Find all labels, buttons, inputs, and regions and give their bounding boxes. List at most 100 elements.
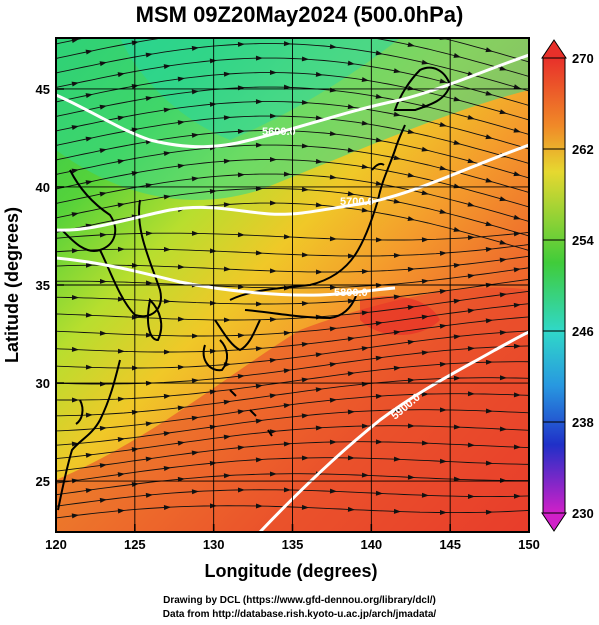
streamline-arrow: [145, 280, 153, 286]
streamline-arrow: [85, 49, 93, 55]
streamline-arrow: [347, 104, 355, 110]
streamline-arrow: [99, 463, 107, 469]
streamline-arrow: [301, 300, 309, 306]
streamline-arrow: [163, 505, 171, 510]
streamline-arrow: [237, 128, 245, 134]
streamline-arrow: [237, 232, 245, 238]
streamline-arrow: [255, 55, 263, 61]
streamline-arrow: [283, 487, 291, 493]
streamline-arrow: [164, 20, 172, 26]
streamline-arrow: [499, 239, 507, 245]
streamline-arrow: [361, 423, 369, 429]
streamline-arrow: [177, 264, 185, 270]
streamline-arrow: [99, 497, 107, 503]
streamline-arrow: [302, 13, 309, 18]
streamline-arrow: [375, 320, 383, 326]
lat-lon-grid: [56, 38, 529, 532]
streamline-arrow: [499, 257, 507, 263]
colorbar-tick-label: 238: [572, 415, 594, 430]
streamline-arrow: [315, 425, 323, 431]
streamline-arrow: [191, 89, 199, 95]
streamline-arrow: [255, 383, 263, 389]
streamline-arrow: [177, 405, 185, 411]
streamline-arrow: [485, 47, 493, 53]
streamline-arrow: [131, 84, 139, 89]
streamline-arrow: [269, 429, 277, 435]
streamline: [56, 473, 529, 496]
streamline-arrow: [71, 346, 79, 352]
x-tick-label: 150: [518, 537, 540, 552]
streamline: [56, 231, 529, 241]
figure-title: MSM 09Z20May2024 (500.0hPa): [135, 2, 464, 27]
x-tick-label: 140: [360, 537, 382, 552]
colorbar-tick-label: 270: [572, 51, 594, 66]
streamline-arrow: [117, 72, 125, 78]
streamline-arrow: [85, 412, 93, 418]
streamline-arrow: [145, 52, 153, 58]
streamline: [56, 115, 529, 164]
streamline-arrow: [439, 250, 447, 256]
streamline-arrow: [375, 490, 383, 496]
streamline-arrow: [191, 378, 199, 384]
streamline-arrow: [301, 413, 309, 419]
streamline-arrow: [255, 99, 263, 105]
streamline-arrow: [407, 216, 415, 221]
streamline-arrow: [191, 450, 199, 456]
streamline-arrow: [71, 125, 79, 130]
streamline-arrow: [223, 399, 231, 405]
streamline-arrow: [131, 447, 139, 453]
streamline-arrow: [256, 12, 263, 17]
streamline-arrow: [223, 202, 231, 208]
streamline-arrow: [347, 60, 355, 66]
streamline-arrow: [177, 440, 185, 446]
streamline-arrow: [347, 371, 355, 377]
streamline-arrow: [269, 471, 277, 477]
streamline-arrow: [163, 349, 171, 355]
streamline-arrow: [453, 263, 461, 269]
streamline-arrow: [237, 373, 245, 379]
streamline-arrow: [347, 253, 355, 259]
streamline-arrow: [131, 262, 139, 268]
streamline: [56, 267, 529, 289]
streamline-arrow: [439, 78, 447, 84]
streamline-arrow: [421, 440, 429, 446]
streamline-arrow: [223, 317, 231, 323]
streamline-arrow: [283, 41, 291, 47]
streamline-arrow: [439, 165, 447, 171]
streamline-arrow: [177, 316, 185, 322]
streamline-arrow: [145, 332, 153, 338]
streamline-arrow: [421, 278, 429, 284]
streamline-arrow: [301, 377, 309, 383]
streamline-arrow: [85, 262, 93, 268]
streamline-arrow: [467, 235, 475, 241]
streamline-arrow: [375, 237, 383, 243]
streamline-arrow: [163, 431, 171, 437]
streamline-arrow: [485, 247, 493, 253]
streamline-arrow: [255, 142, 263, 148]
streamline-arrow: [361, 120, 369, 126]
contour-label-5700: 5700.0: [340, 196, 374, 208]
streamline-arrow: [439, 361, 447, 367]
streamline-arrow: [453, 298, 461, 304]
streamline-arrow: [513, 267, 521, 273]
streamline-arrow: [269, 268, 277, 274]
streamline-arrow: [499, 109, 507, 115]
streamline-arrow: [71, 397, 79, 403]
streamline-arrow: [131, 365, 139, 371]
streamline-arrow: [255, 457, 263, 463]
streamline: [56, 255, 529, 273]
y-tick-label: 30: [36, 376, 50, 391]
colorbar-bottom-arrow: [541, 512, 567, 532]
streamline-arrow: [513, 231, 521, 237]
credit-dcl: Drawing by DCL (https://www.gfd-dennou.o…: [163, 595, 436, 606]
streamline-arrow: [237, 172, 245, 178]
streamline-arrow: [315, 71, 323, 77]
streamline-arrow: [71, 81, 79, 87]
x-tick-label: 130: [203, 537, 225, 552]
y-tick-label: 40: [36, 180, 50, 195]
streamline: [56, 130, 529, 179]
streamline-arrow: [393, 294, 401, 300]
colorbar-tick-label: 246: [572, 324, 594, 339]
streamline-arrow: [237, 41, 245, 47]
streamline-arrow: [467, 442, 475, 448]
